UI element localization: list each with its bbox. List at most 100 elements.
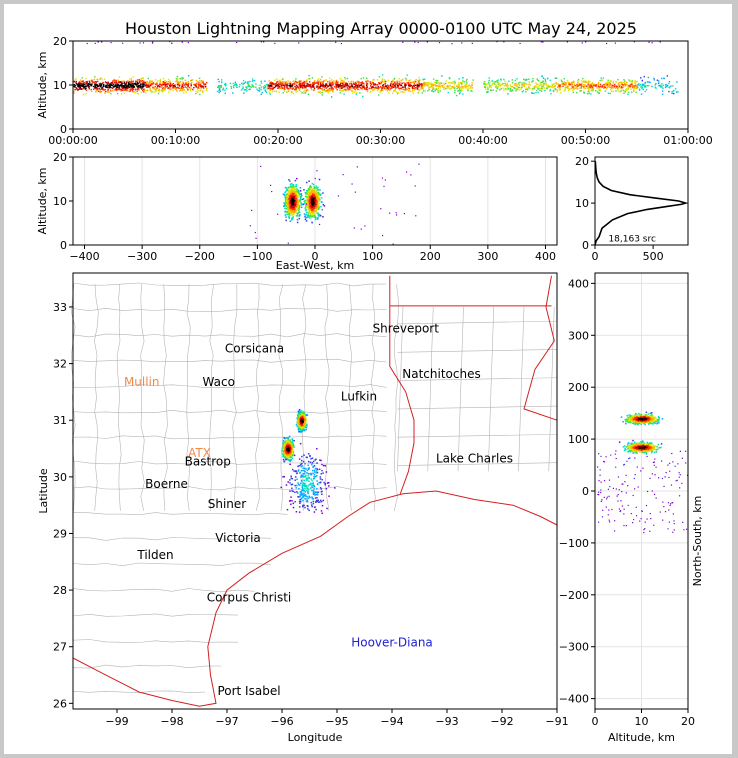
flash-source <box>635 91 637 93</box>
flash-source <box>355 86 357 88</box>
flash-source <box>431 85 433 88</box>
flash-source <box>285 194 288 196</box>
flash-source <box>220 85 222 88</box>
flash-source <box>322 86 324 88</box>
flash-source <box>620 90 622 92</box>
flash-source <box>308 189 311 192</box>
flash-source <box>270 87 272 90</box>
flash-source <box>358 88 360 91</box>
flash-source <box>298 415 301 417</box>
flash-source <box>351 84 353 86</box>
flash-source <box>169 82 171 85</box>
flash-source <box>197 83 200 86</box>
flash-source <box>427 85 429 87</box>
flash-source <box>456 87 458 90</box>
flash-source <box>646 81 649 83</box>
flash-source <box>336 89 338 91</box>
flash-source <box>486 86 489 88</box>
flash-source <box>391 85 393 87</box>
flash-source <box>587 82 590 85</box>
flash-source <box>578 90 581 92</box>
flash-source <box>121 89 124 92</box>
flash-source <box>466 83 468 85</box>
flash-source <box>567 89 570 92</box>
flash-source <box>284 186 287 189</box>
flash-source <box>623 79 625 81</box>
flash-source <box>169 80 171 83</box>
flash-source <box>316 212 319 214</box>
flash-source <box>373 87 375 89</box>
flash-source <box>305 213 307 215</box>
flash-source <box>314 82 317 84</box>
flash-source <box>528 78 530 80</box>
flash-source <box>381 78 384 80</box>
flash-source <box>566 41 568 43</box>
flash-source <box>514 84 516 86</box>
flash-source <box>291 88 294 90</box>
flash-source <box>296 213 299 216</box>
flash-source <box>163 88 165 91</box>
flash-source <box>283 205 285 207</box>
flash-source <box>307 191 310 193</box>
flash-source <box>435 81 437 84</box>
flash-source <box>388 92 390 94</box>
flash-source <box>408 84 411 86</box>
flash-source <box>274 83 276 85</box>
flash-source <box>175 89 178 91</box>
flash-source <box>390 80 393 83</box>
flash-source <box>340 86 342 88</box>
flash-source <box>535 91 537 94</box>
flash-source <box>284 210 286 213</box>
flash-source <box>424 83 426 85</box>
flash-source <box>515 87 517 89</box>
flash-source <box>383 185 385 187</box>
flash-source <box>300 410 302 413</box>
flash-source <box>248 88 250 91</box>
county-line <box>72 537 272 541</box>
flash-source <box>559 89 561 91</box>
flash-source <box>293 191 296 193</box>
flash-source <box>144 81 147 84</box>
flash-source <box>460 81 462 84</box>
flash-source <box>644 90 646 93</box>
flash-source <box>521 86 523 89</box>
flash-source <box>321 94 323 96</box>
flash-source <box>283 84 285 87</box>
flash-source <box>440 82 442 84</box>
flash-source <box>291 457 294 459</box>
flash-source <box>295 196 298 199</box>
flash-source <box>517 86 520 89</box>
flash-source <box>141 88 143 90</box>
flash-source <box>95 91 97 93</box>
flash-source <box>375 84 377 86</box>
county-line <box>72 409 387 414</box>
flash-source <box>130 88 132 90</box>
flash-source <box>672 85 674 87</box>
flash-source <box>308 201 310 203</box>
flash-source <box>612 90 614 93</box>
flash-source <box>129 89 132 92</box>
flash-source <box>315 190 318 193</box>
flash-source <box>286 193 288 195</box>
flash-source <box>426 84 428 86</box>
flash-source <box>283 90 285 92</box>
flash-source <box>314 210 316 212</box>
flash-source <box>291 192 294 194</box>
flash-source <box>290 85 292 88</box>
flash-source <box>378 82 380 84</box>
flash-source <box>601 79 603 81</box>
flash-source <box>550 85 552 88</box>
flash-source <box>377 85 379 88</box>
flash-source <box>314 190 317 193</box>
flash-source <box>316 170 318 172</box>
flash-source <box>326 86 328 88</box>
flash-source <box>311 85 314 87</box>
flash-source <box>123 89 125 91</box>
flash-source <box>394 86 397 88</box>
flash-source <box>298 417 300 420</box>
flash-source <box>577 78 580 81</box>
flash-source <box>484 83 486 86</box>
flash-source <box>624 85 626 87</box>
flash-source <box>387 84 389 87</box>
flash-source <box>300 424 302 427</box>
